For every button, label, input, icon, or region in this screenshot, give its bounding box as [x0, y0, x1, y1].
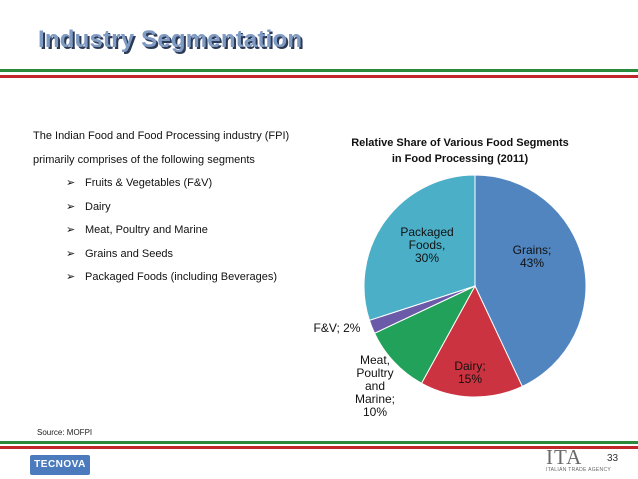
- pie-chart: Grains; 43% Dairy; 15% Meat, Poultry and Marine…: [314, 174, 587, 419]
- header-red-stripe: [0, 75, 638, 78]
- list-item: Meat, Poultry and Marine: [66, 219, 303, 243]
- source-note: Source: MOFPI: [37, 428, 93, 437]
- footer-white-stripe: [0, 444, 638, 446]
- list-item: Dairy: [66, 196, 303, 220]
- segment-list: Fruits & Vegetables (F&V) Dairy Meat, Po…: [33, 172, 303, 290]
- chart-title-line: Relative Share of Various Food Segments: [351, 137, 569, 149]
- page-number: 33: [607, 453, 619, 464]
- ita-logo: ITA ITALIAN TRADE AGENCY: [546, 445, 618, 474]
- pie-slice-grains: [474, 174, 587, 388]
- chart-title-line: in Food Processing (2011): [391, 153, 529, 165]
- slice-label: Grains; 43%: [513, 243, 552, 270]
- intro-text: The Indian Food and Food Processing indu…: [33, 130, 290, 166]
- list-item: Packaged Foods (including Beverages): [66, 266, 303, 290]
- ita-logo-subtitle: ITALIAN TRADE AGENCY: [546, 467, 611, 473]
- footer-green-stripe: [0, 441, 638, 444]
- header-white-stripe: [0, 72, 638, 75]
- ita-logo-text: ITA: [546, 445, 583, 469]
- body-text: The Indian Food and Food Processing indu…: [33, 124, 303, 290]
- slice-label: Dairy; 15%: [454, 359, 485, 386]
- pie-slice-packaged-foods: [363, 174, 476, 321]
- slice-label: Meat, Poultry and Marine; 10%: [355, 353, 395, 419]
- footer-red-stripe: [0, 446, 638, 449]
- tecnova-logo: TECNOVA: [30, 455, 90, 475]
- list-item: Grains and Seeds: [66, 243, 303, 267]
- slide-title: Industry Segmentation: [38, 26, 303, 53]
- pie-slice-dairy: [420, 284, 523, 398]
- slice-label: Packaged Foods, 30%: [400, 225, 453, 265]
- slice-label: F&V; 2%: [314, 321, 361, 335]
- list-item: Fruits & Vegetables (F&V): [66, 172, 303, 196]
- header-green-stripe: [0, 69, 638, 72]
- chart-title: Relative Share of Various Food Segments …: [325, 135, 595, 167]
